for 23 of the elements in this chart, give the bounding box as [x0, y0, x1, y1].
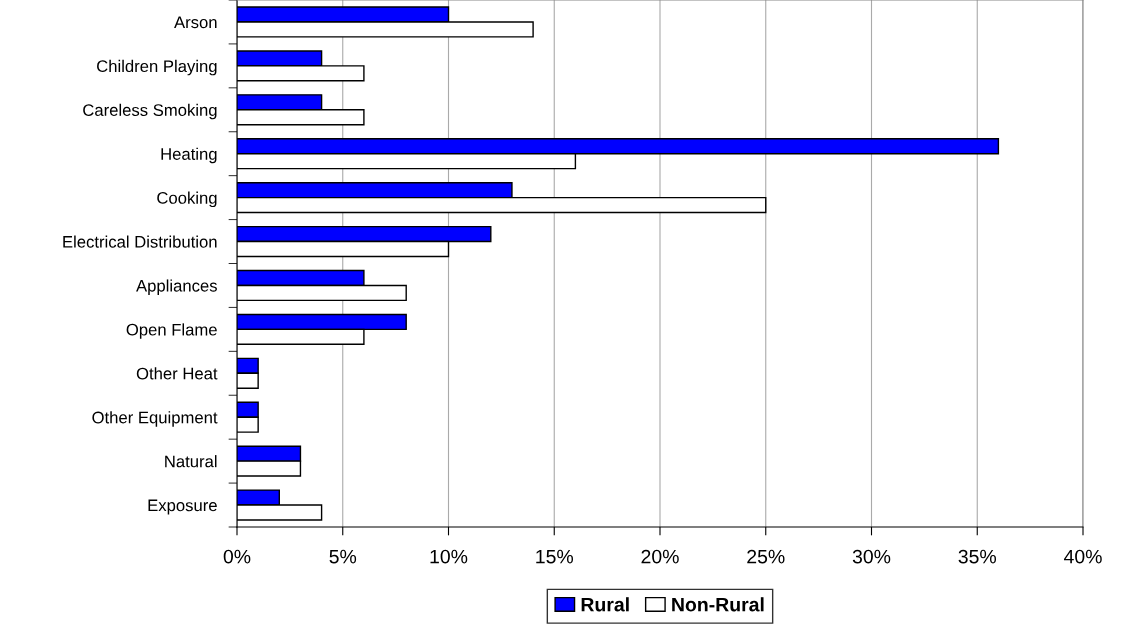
y-tick-label: Other Equipment — [92, 411, 218, 427]
x-tick-label: 5% — [329, 549, 357, 564]
y-tick-label: Careless Smoking — [83, 103, 217, 120]
y-tick-label: Appliances — [136, 279, 217, 295]
legend-label: Non-Rural — [672, 597, 764, 612]
legend-label: Rural — [581, 597, 629, 612]
y-tick-label: Natural — [165, 455, 217, 468]
x-tick-label: 10% — [430, 549, 468, 564]
x-tick-label: 35% — [958, 549, 997, 564]
y-tick-label: Electrical Distribution — [63, 235, 217, 248]
x-tick-label: 40% — [1063, 549, 1102, 564]
x-tick-label: 25% — [747, 549, 785, 564]
x-tick-label: 0% — [223, 549, 251, 564]
x-tick-label: 30% — [852, 549, 891, 564]
x-tick-label: 15% — [536, 549, 574, 564]
y-tick-label: Exposure — [148, 499, 217, 515]
y-tick-label: Heating — [161, 147, 217, 164]
x-tick-label: 20% — [641, 549, 679, 564]
y-tick-label: Children Playing — [97, 59, 217, 76]
y-tick-label: Arson — [174, 16, 217, 29]
y-tick-label: Cooking — [157, 191, 217, 208]
y-tick-label: Open Flame — [126, 323, 217, 339]
y-tick-label: Other Heat — [136, 367, 218, 380]
